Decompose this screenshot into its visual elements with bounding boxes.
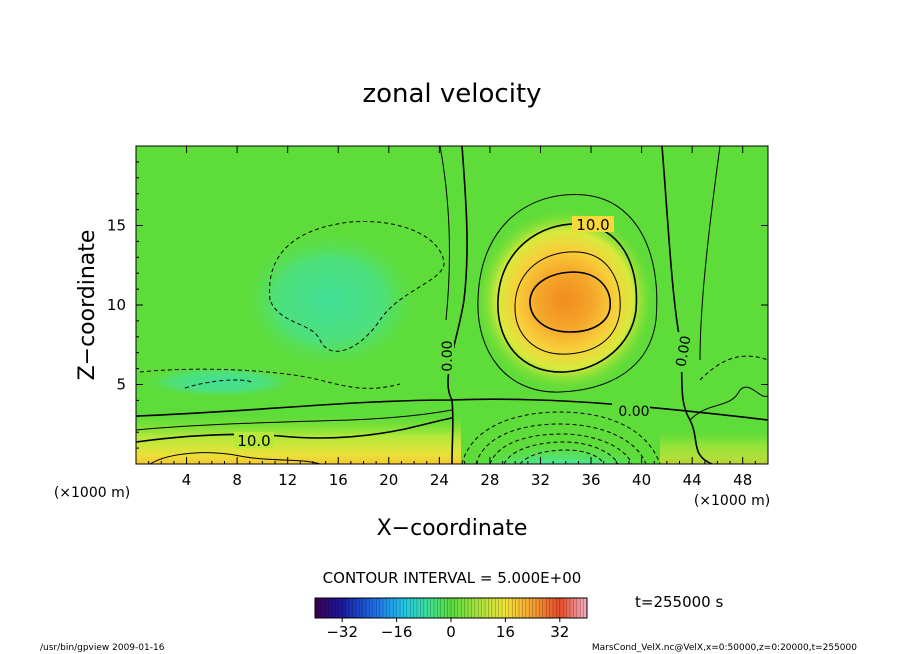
contour-zero-low	[136, 398, 768, 421]
contour-label-group: 10.0 0.00 0.00 0.00 10.0	[234, 216, 695, 450]
contour-label-zero-mid: 0.00	[618, 404, 649, 420]
contour-neg-2	[475, 423, 647, 464]
contour-label-bg-2	[438, 338, 454, 374]
time-label: t=255000 s	[635, 593, 723, 611]
x-tick-label: 28	[480, 471, 499, 489]
y-tick-label: 5	[116, 376, 126, 394]
x-tick-label: 36	[581, 471, 600, 489]
y-axis-ticks: 5 10 15	[107, 161, 768, 449]
contour-east-dashed	[699, 355, 768, 381]
colorbar-tick-label: −16	[381, 623, 413, 641]
colorbar-tick-label: 0	[446, 623, 456, 641]
y-tick-label: 10	[107, 296, 126, 314]
contour-jet-15	[514, 251, 621, 355]
contour-10-west	[136, 417, 453, 443]
footer-right: MarsCond_VelX.nc@VelX,x=0:50000,z=0:2000…	[592, 643, 857, 653]
contour-weak-neg-upper	[269, 220, 445, 352]
x-tick-label: 8	[232, 471, 242, 489]
x-tick-label: 20	[379, 471, 398, 489]
x-tick-label: 32	[531, 471, 550, 489]
colorbar-tick-label: 16	[496, 623, 515, 641]
colorbar-stripes	[318, 598, 584, 618]
colorbar-tick-label: 32	[550, 623, 569, 641]
colorbar-tick-label: −32	[326, 623, 358, 641]
contour-5-west	[136, 409, 453, 431]
surface-positive-layer	[136, 415, 461, 464]
x-tick-label: 12	[278, 471, 297, 489]
contour-neg-5	[519, 449, 605, 464]
x-tick-label: 16	[329, 471, 348, 489]
contour-interval-label: CONTOUR INTERVAL = 5.000E+00	[323, 569, 582, 587]
contour-zero-top-b	[699, 146, 721, 361]
contour-label-zero-west: 0.00	[440, 340, 456, 371]
contour-jet-20	[529, 271, 611, 333]
contour-lines	[136, 146, 768, 464]
contour-label-zero-east: 0.00	[673, 335, 694, 368]
x-axis-unit-right: (×1000 m)	[694, 493, 770, 509]
contour-zero-top-a	[439, 146, 450, 321]
chart-title: zonal velocity	[362, 79, 541, 109]
footer-left: /usr/bin/gpview 2009-01-16	[40, 643, 165, 653]
contour-jet-5	[477, 193, 658, 393]
contour-neg-4	[503, 441, 619, 464]
x-tick-label: 24	[430, 471, 449, 489]
contour-jet-10	[497, 223, 638, 373]
contour-weak-neg-band	[184, 379, 253, 389]
contour-east-wiggle	[689, 386, 768, 421]
contour-neg-1	[461, 411, 661, 464]
weak-negative-region	[240, 230, 420, 370]
weak-negative-band	[140, 366, 300, 398]
contour-weak-neg-lower	[139, 368, 401, 389]
contour-label-bg-3	[612, 402, 650, 418]
contour-label-bg-4	[674, 332, 690, 372]
contour-neg-3	[489, 433, 633, 464]
contour-label-surface: 10.0	[237, 432, 270, 450]
x-axis-unit: (×1000 m)	[54, 485, 130, 501]
contour-label-bg-1	[572, 216, 614, 232]
y-tick-label: 15	[107, 217, 126, 235]
contour-label-jet: 10.0	[576, 216, 609, 234]
x-tick-label: 4	[182, 471, 192, 489]
x-axis-label: X−coordinate	[377, 516, 528, 541]
contour-15-west	[149, 452, 321, 464]
contour-label-bg-5	[234, 432, 274, 448]
x-tick-label: 44	[683, 471, 702, 489]
surface-positive-layer-east	[660, 430, 768, 464]
jet-core	[475, 208, 655, 392]
colorbar-ticks: −32 −16 0 16 32	[326, 618, 569, 641]
contour-zero-west	[447, 146, 468, 464]
x-tick-label: 48	[733, 471, 752, 489]
x-axis-ticks: 4 8 12 16 20 24 28 32 36 40 44 48	[148, 146, 756, 489]
x-tick-label: 40	[632, 471, 651, 489]
y-axis-label: Z−coordinate	[75, 230, 100, 381]
